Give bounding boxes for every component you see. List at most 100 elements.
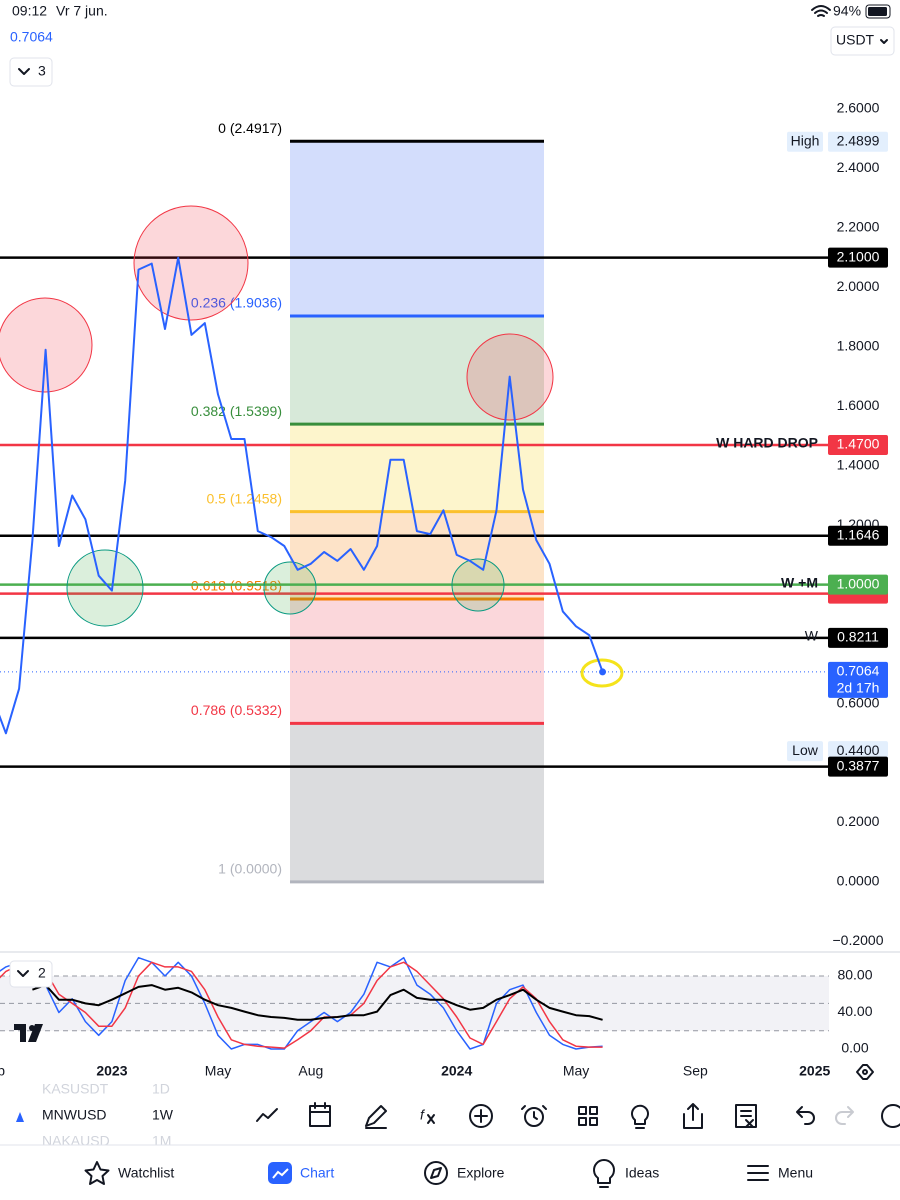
- oscillator-series: [32, 984, 603, 1021]
- chevron: [880, 39, 888, 44]
- add-icon[interactable]: [469, 1104, 493, 1128]
- y-tick-label: 40.00: [837, 1003, 872, 1019]
- tab-label[interactable]: Explore: [457, 1165, 505, 1181]
- oscillator-series: [0, 961, 603, 1049]
- y-tick-label: 0.6000: [837, 694, 880, 710]
- chart-type-icon[interactable]: [256, 1108, 278, 1122]
- more-icon[interactable]: [881, 1104, 900, 1128]
- fx-icon[interactable]: f: [420, 1107, 426, 1123]
- marker-value-box: [828, 131, 888, 152]
- goto-button[interactable]: [856, 1064, 874, 1080]
- indicators-button[interactable]: [9, 57, 53, 87]
- oscillator-lines: [0, 956, 603, 1050]
- marker-label: Low: [792, 742, 819, 758]
- currency[interactable]: USDT: [836, 32, 875, 48]
- annotation-circle: [0, 297, 93, 393]
- tab-label[interactable]: Watchlist: [118, 1165, 174, 1181]
- oscillator-toggle[interactable]: 2: [9, 960, 53, 988]
- prev-symbol: KASUSDT: [42, 1081, 109, 1097]
- y-tick-label: 0.00: [841, 1040, 868, 1056]
- oscillator-count[interactable]: 2: [38, 965, 46, 981]
- alert-icon[interactable]: [524, 1107, 544, 1127]
- time: 09:12: [12, 3, 47, 19]
- marker-value: 0.4400: [837, 742, 880, 758]
- y-tick-label: 2.4000: [837, 159, 880, 175]
- menu-icon[interactable]: [747, 1165, 769, 1181]
- price-label: 2.1000: [837, 248, 880, 264]
- currency-select[interactable]: USDT: [830, 26, 895, 56]
- price-label-box: [828, 574, 888, 595]
- ideas-icon[interactable]: [631, 1104, 649, 1129]
- price-label-box: [828, 627, 888, 648]
- draw-icon[interactable]: [365, 1105, 387, 1129]
- indicators-toggle[interactable]: 3: [9, 57, 53, 87]
- indicator-count[interactable]: 3: [38, 63, 46, 79]
- price-label: 0.3877: [837, 757, 880, 773]
- x-tick-label: Sep: [0, 1063, 5, 1079]
- marker-label: High: [791, 132, 820, 148]
- annotation-ellipse: [580, 658, 624, 688]
- annotation-circle: [451, 558, 505, 612]
- undo-icon[interactable]: [796, 1106, 815, 1125]
- battery-fill: [868, 7, 887, 16]
- annotation-circle: [133, 205, 249, 321]
- add-icon-plus: [474, 1109, 488, 1123]
- chart-background: 0 (2.4917) 0.236 (1.9036) 0.382 (1.5399) 0.…: [0, 120, 829, 884]
- watchlist-icon[interactable]: [84, 1161, 110, 1185]
- logo-dot: [29, 1025, 35, 1031]
- calculator-icon[interactable]: [735, 1104, 757, 1128]
- symbol-logo: [16, 1112, 24, 1122]
- explore-icon[interactable]: [424, 1161, 448, 1185]
- price-label: 1.0000: [837, 575, 880, 591]
- share-icon[interactable]: [683, 1103, 703, 1129]
- layout-icon[interactable]: [578, 1106, 598, 1126]
- fib-label: 0.382 (1.5399): [191, 403, 282, 419]
- oscillator-pane: 80.00 40.00 0.00: [0, 956, 873, 1056]
- settings-icon[interactable]: [856, 1064, 874, 1080]
- price-label: 0.7064: [837, 663, 880, 679]
- wifi-icon: [811, 5, 831, 17]
- settings-dot: [862, 1069, 868, 1075]
- replay-icon[interactable]: [309, 1102, 331, 1127]
- fib-zone: [290, 723, 544, 882]
- status-bar: 09:12 Vr 7 jun. 94%: [12, 3, 891, 19]
- tab-label[interactable]: Chart: [300, 1165, 334, 1181]
- x-tick-label: 2023: [96, 1063, 127, 1079]
- last-price: 0.7064: [10, 29, 53, 45]
- x-tick-label: May: [563, 1063, 589, 1079]
- symbol[interactable]: MNWUSD: [42, 1107, 107, 1123]
- y-tick-label: 2.6000: [837, 100, 880, 116]
- chevron: [18, 68, 30, 75]
- date: Vr 7 jun.: [56, 3, 108, 19]
- annotation-circle: [263, 561, 317, 615]
- y-tick-label: −0.2000: [833, 932, 884, 948]
- tradingview-logo: [14, 1024, 43, 1042]
- price-label-box: [828, 661, 888, 698]
- y-tick-label: 80.00: [837, 967, 872, 983]
- tab-label[interactable]: Menu: [778, 1165, 813, 1181]
- fib-label: 0.236 (1.9036): [191, 295, 282, 311]
- chart-foreground: 2.6000 2.4000 2.2000 2.0000 1.8000 1.6000 1.40…: [0, 100, 888, 948]
- price-label: 1.4700: [837, 436, 880, 452]
- oscillator-button[interactable]: [9, 960, 53, 988]
- price-label-box: [828, 434, 888, 455]
- interval[interactable]: 1W: [152, 1107, 174, 1123]
- fib-label: 1 (0.0000): [218, 861, 282, 877]
- price-line-series: [0, 256, 604, 735]
- tab-label[interactable]: Ideas: [625, 1165, 659, 1181]
- chart-icon-line: [272, 1168, 289, 1179]
- battery-icon: [865, 4, 891, 19]
- redo-icon[interactable]: [835, 1106, 854, 1125]
- price-label-box: [828, 247, 888, 268]
- fib-label: 0 (2.4917): [218, 120, 282, 136]
- chevron: [17, 970, 29, 977]
- ideas-tab-icon[interactable]: [593, 1159, 615, 1188]
- next-symbol: NAKAUSD: [42, 1133, 110, 1149]
- price-line-note: W +M: [781, 574, 818, 590]
- price-label: 0.8211: [837, 629, 879, 645]
- marker-value-box: [828, 741, 888, 762]
- annotations: [0, 205, 624, 688]
- currency-button[interactable]: [830, 26, 895, 56]
- fx-icon-x: [427, 1114, 435, 1124]
